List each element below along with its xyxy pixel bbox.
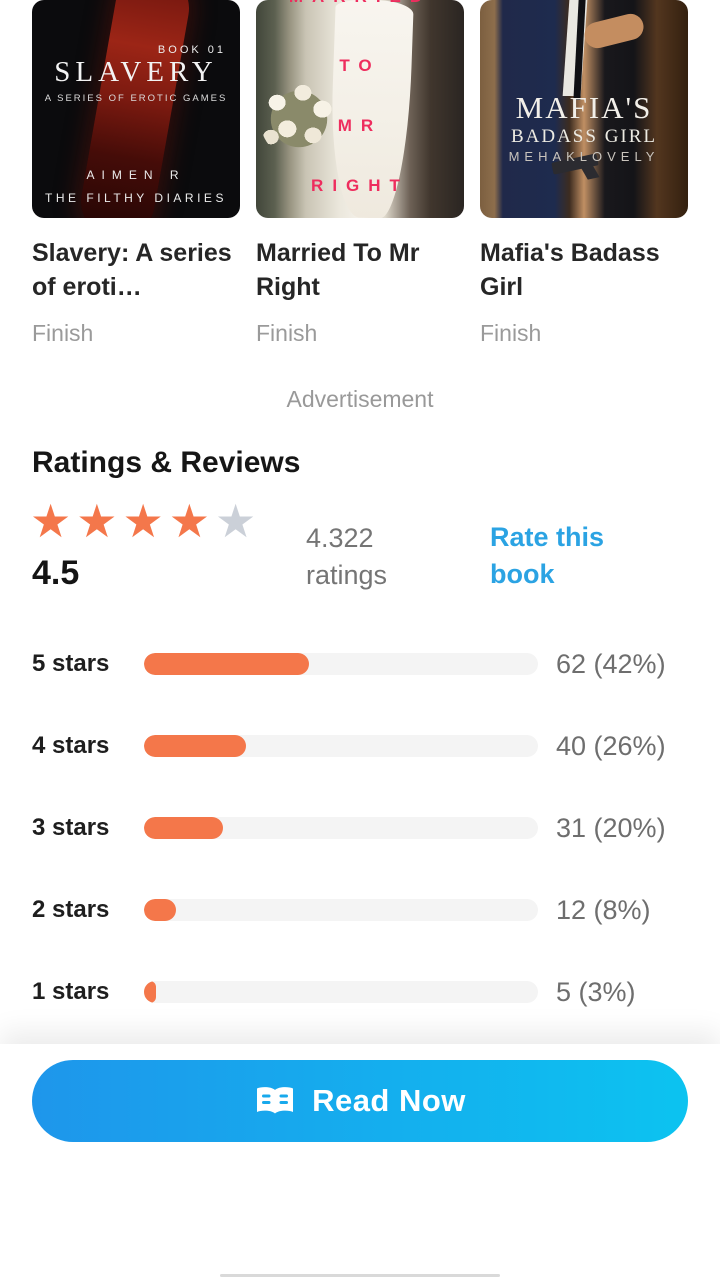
book-status-badge: Finish — [480, 320, 542, 346]
bar-track — [144, 817, 538, 839]
bar-label: 1 stars — [32, 978, 110, 1005]
book-status-badge: Finish — [32, 320, 94, 346]
ratings-heading: Ratings & Reviews — [32, 446, 301, 479]
bar-fill — [144, 981, 156, 1003]
ratings-count: 4.322 ratings — [306, 523, 388, 590]
rating-bar-row: 2 stars 12 (8%) — [32, 894, 688, 925]
bar-fill — [144, 899, 176, 921]
rating-distribution: 5 stars 62 (42%) 4 stars 40 (26%) 3 star… — [32, 648, 688, 1061]
bar-track — [144, 653, 538, 675]
cover-series: THE FILTHY DIARIES — [45, 191, 227, 205]
bar-track — [144, 735, 538, 757]
cover-art-bouquet — [260, 78, 338, 160]
cover-art-arm — [581, 11, 647, 51]
rating-bar-row: 5 stars 62 (42%) — [32, 648, 688, 679]
book-cover-mafia: MAFIA'S BADASS GIRL MEHAKLOVELY — [480, 0, 688, 218]
bar-count: 40 (26%) — [556, 730, 666, 761]
star-icon: ★ — [215, 495, 262, 547]
book-card-slavery[interactable]: BOOK 01 SLAVERY A SERIES OF EROTIC GAMES… — [32, 0, 240, 347]
bar-fill — [144, 817, 223, 839]
bar-count: 5 (3%) — [556, 976, 636, 1007]
read-now-button[interactable]: Read Now — [32, 1060, 688, 1142]
book-card-married[interactable]: MARRIED TO MR RIGHT Married To Mr Right … — [256, 0, 464, 347]
star-rating: ★★★★★ — [30, 498, 261, 544]
cover-title: MAFIA'S — [515, 90, 653, 125]
rating-bar-row: 4 stars 40 (26%) — [32, 730, 688, 761]
star-icon: ★ — [30, 495, 77, 547]
cover-badge: BOOK 01 — [157, 44, 226, 56]
book-title: Married To Mr Right — [256, 239, 420, 301]
rating-bar-row: 3 stars 31 (20%) — [32, 812, 688, 843]
rating-score: 4.5 — [32, 554, 80, 592]
cover-subtitle: A SERIES OF EROTIC GAMES — [44, 93, 228, 104]
bar-count: 12 (8%) — [556, 894, 651, 925]
bar-label: 5 stars — [32, 650, 110, 677]
book-cover-slavery: BOOK 01 SLAVERY A SERIES OF EROTIC GAMES… — [32, 0, 240, 218]
rating-bar-row: 1 stars 5 (3%) — [32, 976, 688, 1007]
related-books-row: BOOK 01 SLAVERY A SERIES OF EROTIC GAMES… — [32, 0, 688, 347]
book-title: Slavery: A series of eroti… — [32, 239, 232, 301]
rate-this-book-link[interactable]: Rate this book — [490, 522, 605, 589]
open-book-icon — [254, 1085, 296, 1117]
bar-count: 62 (42%) — [556, 648, 666, 679]
read-now-label: Read Now — [312, 1083, 466, 1118]
star-icon: ★ — [168, 495, 215, 547]
bar-count: 31 (20%) — [556, 812, 666, 843]
book-title: Mafia's Badass Girl — [480, 239, 660, 301]
cover-title: SLAVERY — [54, 56, 218, 88]
bar-fill — [144, 735, 247, 757]
cover-word: RIGHT — [311, 176, 409, 195]
cover-author: MEHAKLOVELY — [508, 149, 660, 164]
book-card-mafia[interactable]: MAFIA'S BADASS GIRL MEHAKLOVELY Mafia's … — [480, 0, 688, 347]
bar-track — [144, 981, 538, 1003]
star-icon: ★ — [76, 495, 123, 547]
bar-label: 4 stars — [32, 732, 110, 759]
cover-word: MARRIED — [256, 0, 464, 7]
cover-art-leg — [75, 0, 195, 218]
book-status-badge: Finish — [256, 320, 318, 346]
cover-author: AIMEN R — [86, 168, 186, 182]
advertisement-label: Advertisement — [286, 386, 434, 412]
cover-word: TO — [339, 56, 381, 75]
book-cover-married: MARRIED TO MR RIGHT — [256, 0, 464, 218]
home-indicator[interactable] — [220, 1274, 500, 1277]
star-icon: ★ — [122, 495, 169, 547]
bar-track — [144, 899, 538, 921]
bar-label: 2 stars — [32, 896, 110, 923]
cover-word: MR — [337, 116, 383, 135]
cover-subtitle: BADASS GIRL — [510, 126, 658, 147]
bar-label: 3 stars — [32, 814, 110, 841]
sticky-footer: Read Now ShortTV — [0, 1044, 720, 1280]
bar-fill — [144, 653, 310, 675]
